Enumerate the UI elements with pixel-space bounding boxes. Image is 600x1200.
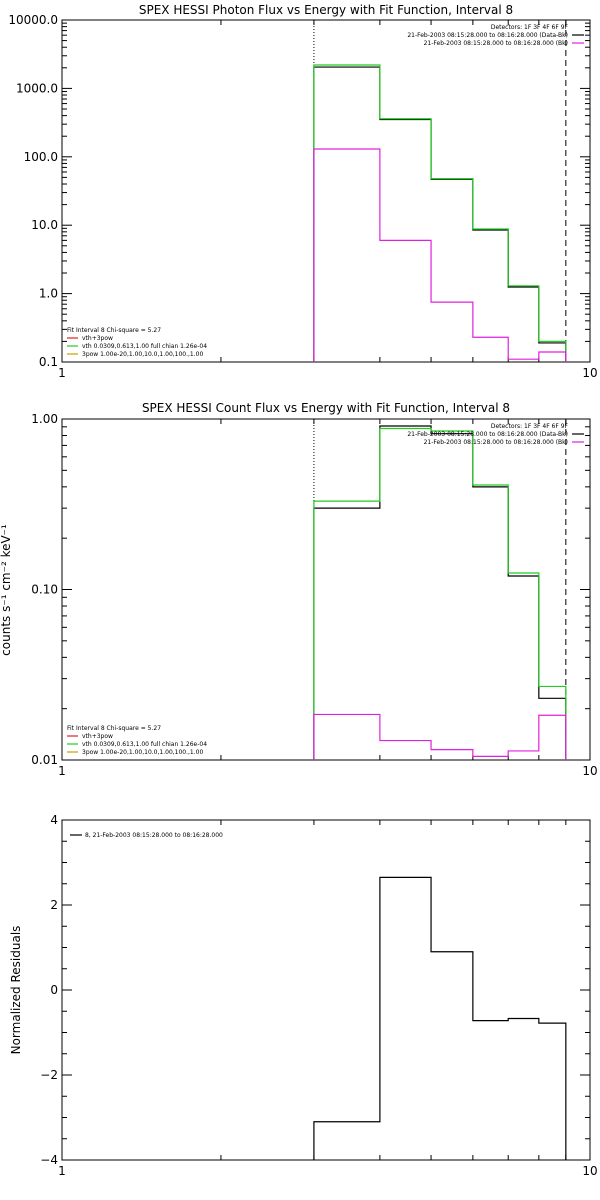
- axes: 1 10 −4 −2 0 2 4: [40, 813, 597, 1178]
- y-tick-label: 0: [50, 983, 58, 997]
- legend-text: vth 0.0309,0.613,1.00 full chian 1.26e-0…: [82, 741, 207, 748]
- series-step-line-0: [313, 66, 567, 362]
- y-tick-label: 10.0: [31, 218, 58, 232]
- axes: 1 10 0.01 0.10 1.00: [31, 412, 597, 778]
- y-tick-label: −4: [40, 1153, 58, 1167]
- plot-marks: [313, 419, 567, 760]
- y-tick-label: −2: [40, 1068, 58, 1082]
- series-step-line-0: [313, 876, 567, 1160]
- y-tick-label: 1.0: [39, 287, 58, 301]
- legend-text: vth+3pow: [82, 335, 113, 342]
- plot-marks: [313, 20, 567, 362]
- chart-title: SPEX HESSI Count Flux vs Energy with Fit…: [142, 401, 510, 415]
- x-tick-label: 1: [58, 366, 66, 380]
- legend-text: 3pow 1.00e-20,1.00,10.0,1.00,100.,1.00: [82, 351, 203, 358]
- header-text: 21-Feb-2003 08:15:28.000 to 08:16:28.000…: [424, 439, 568, 446]
- y-axis-label: counts s⁻¹ cm⁻² keV⁻¹: [0, 524, 13, 656]
- y-tick-label: 0.01: [31, 753, 58, 767]
- y-tick-label: 1000.0: [16, 81, 58, 95]
- x-tick-label: 1: [58, 764, 66, 778]
- legend-text: Fit Interval 8 Chi-square = 5.27: [67, 327, 161, 334]
- y-tick-label: 0.1: [39, 355, 58, 369]
- legend-text: 3pow 1.00e-20,1.00,10.0,1.00,100.,1.00: [82, 749, 203, 756]
- plot-frame: [61, 819, 591, 1161]
- plot-frame: [61, 418, 591, 761]
- series-step-line-0: [313, 425, 567, 760]
- plot-marks: [313, 876, 567, 1160]
- y-tick-label: 0.10: [31, 583, 58, 597]
- axes: 1 10 0.1 1.0 10.0 100.0 1000.0 10000.0: [8, 13, 597, 380]
- y-tick-label: 10000.0: [8, 13, 58, 27]
- chart-title: SPEX HESSI Photon Flux vs Energy with Fi…: [139, 3, 513, 17]
- x-tick-label: 1: [58, 1164, 66, 1178]
- x-tick-label: 10: [582, 764, 597, 778]
- x-tick-label: 10: [582, 366, 597, 380]
- series-step-line-2: [313, 148, 567, 362]
- series-step-line-2: [313, 713, 567, 760]
- y-tick-label: 100.0: [24, 150, 58, 164]
- legend-text: vth 0.0309,0.613,1.00 full chian 1.26e-0…: [82, 343, 207, 350]
- series-step-line-1: [313, 64, 567, 362]
- header-text: Detectors: 1F 3F 4F 6F 9F: [491, 423, 569, 430]
- y-tick-label: 1.00: [31, 412, 58, 426]
- header-text: 21-Feb-2003 08:15:28.000 to 08:16:28.000…: [407, 32, 568, 39]
- photon-flux-panel: SPEX HESSI Photon Flux vs Energy with Fi…: [8, 3, 597, 380]
- legend-text: Fit Interval 8 Chi-square = 5.27: [67, 725, 161, 732]
- plot-frame: [61, 19, 591, 363]
- legend-text: 8, 21-Feb-2003 08:15:28.000 to 08:16:28.…: [85, 832, 223, 839]
- header-text: 21-Feb-2003 08:15:28.000 to 08:16:28.000…: [424, 40, 568, 47]
- series-step-line-1: [313, 427, 567, 760]
- y-tick-label: 2: [50, 898, 58, 912]
- header-text: 21-Feb-2003 08:15:28.000 to 08:16:28.000…: [407, 431, 568, 438]
- y-axis-label: Normalized Residuals: [9, 926, 23, 1055]
- residuals-panel: Normalized Residuals 1 10 −4 −2 0 2 4 8, 21-Fe…: [9, 813, 598, 1178]
- count-flux-panel: SPEX HESSI Count Flux vs Energy with Fit…: [0, 401, 598, 778]
- annotations: 8, 21-Feb-2003 08:15:28.000 to 08:16:28.…: [70, 832, 223, 839]
- y-tick-label: 4: [50, 813, 58, 827]
- legend-text: vth+3pow: [82, 733, 113, 740]
- x-tick-label: 10: [582, 1164, 597, 1178]
- header-text: Detectors: 1F 3F 4F 6F 9F: [491, 24, 569, 31]
